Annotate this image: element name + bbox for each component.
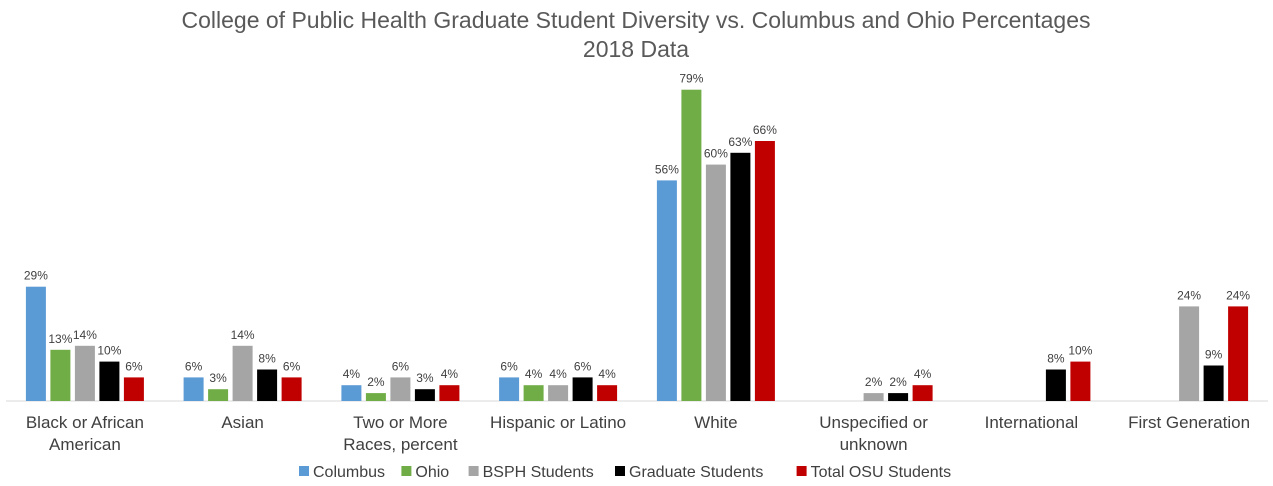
bars-group xyxy=(25,89,1249,401)
legend-item-ohio: Ohio xyxy=(401,464,449,481)
category-label: First Generation xyxy=(1128,413,1250,432)
bar-columbus xyxy=(183,377,204,401)
chart-subtitle: 2018 Data xyxy=(583,36,689,62)
category-label: White xyxy=(694,413,737,432)
bar-columbus xyxy=(499,377,520,401)
legend-item-bsph-students: BSPH Students xyxy=(468,464,594,481)
bar-total-osu-students xyxy=(754,141,775,401)
bar-ohio xyxy=(365,393,386,401)
data-label: 10% xyxy=(1068,344,1092,358)
legend-label: Ohio xyxy=(415,464,449,481)
bar-graduate-students xyxy=(730,152,751,401)
legend-item-total-osu-students: Total OSU Students xyxy=(796,464,952,481)
data-label: 10% xyxy=(97,344,121,358)
data-label: 6% xyxy=(125,359,143,373)
data-label: 63% xyxy=(728,135,752,149)
data-label: 24% xyxy=(1226,288,1250,302)
data-labels-group: 29%13% 14%10%6% 6%3%14%8%6%4%2%6%3% 4%6%4% 4… xyxy=(24,72,1251,389)
bar-total-osu-students xyxy=(597,385,618,401)
bar-graduate-students xyxy=(888,393,909,401)
data-label: 4% xyxy=(343,367,361,381)
data-label: 3% xyxy=(209,371,227,385)
data-label: 4% xyxy=(525,367,543,381)
bar-columbus xyxy=(656,180,677,401)
bar-ohio xyxy=(523,385,544,401)
bar-total-osu-students xyxy=(1228,306,1249,401)
legend-label: BSPH Students xyxy=(483,464,594,481)
legend: Columbus Ohio BSPH Students Graduate Studen… xyxy=(299,464,951,481)
legend-swatch xyxy=(615,466,625,476)
bar-columbus xyxy=(25,286,46,401)
bar-bsph-students xyxy=(232,345,253,401)
chart-title: College of Public Health Graduate Studen… xyxy=(182,7,1091,33)
bar-graduate-students xyxy=(99,361,120,401)
bar-total-osu-students xyxy=(281,377,302,401)
legend-item-columbus: Columbus xyxy=(299,464,385,481)
bar-ohio xyxy=(50,349,71,401)
data-label: 14% xyxy=(231,328,255,342)
bar-bsph-students xyxy=(548,385,569,401)
data-label: 2% xyxy=(367,375,385,389)
data-label: 6% xyxy=(283,359,301,373)
bar-total-osu-students xyxy=(1070,361,1091,401)
data-label: 6% xyxy=(392,359,410,373)
legend-swatch xyxy=(468,466,479,476)
data-label: 6% xyxy=(574,359,592,373)
legend-label: Columbus xyxy=(313,464,385,481)
category-label: Two or More Races, percent xyxy=(343,413,458,454)
category-label: Unspecified or unknown xyxy=(819,413,928,454)
data-label: 29% xyxy=(24,269,48,283)
data-label: 4% xyxy=(441,367,459,381)
data-label: 2% xyxy=(889,375,907,389)
legend-swatch xyxy=(401,466,412,476)
data-label: 60% xyxy=(704,147,728,161)
bar-total-osu-students xyxy=(912,385,933,401)
data-label: 56% xyxy=(655,162,679,176)
category-labels-group: Black or African American Asian Two or More… xyxy=(26,413,1250,454)
category-label: Hispanic or Latino xyxy=(490,413,626,432)
data-label: 6% xyxy=(500,359,518,373)
bar-bsph-students xyxy=(390,377,411,401)
legend-swatch xyxy=(796,466,807,476)
data-label: 2% xyxy=(865,375,883,389)
data-label: 4% xyxy=(914,367,932,381)
category-label: Asian xyxy=(221,413,264,432)
bar-graduate-students xyxy=(1045,369,1066,401)
bar-graduate-students xyxy=(414,389,435,401)
bar-graduate-students xyxy=(257,369,278,401)
data-label: 9% xyxy=(1205,348,1223,362)
bar-bsph-students xyxy=(705,164,726,401)
data-label: 4% xyxy=(549,367,567,381)
bar-ohio xyxy=(681,89,702,401)
bar-total-osu-students xyxy=(439,385,460,401)
data-label: 66% xyxy=(753,123,777,137)
data-label: 6% xyxy=(185,359,203,373)
category-label: Black or African American xyxy=(26,413,144,454)
legend-item-graduate-students: Graduate Students xyxy=(615,464,763,481)
category-label: International xyxy=(985,413,1079,432)
bar-total-osu-students xyxy=(123,377,144,401)
bar-graduate-students xyxy=(572,377,593,401)
bar-graduate-students xyxy=(1203,365,1224,401)
bar-bsph-students xyxy=(1179,306,1200,401)
bar-columbus xyxy=(341,385,362,401)
legend-swatch xyxy=(299,466,309,476)
data-label: 14% xyxy=(73,328,97,342)
bar-bsph-students xyxy=(863,393,884,401)
data-label: 13% xyxy=(48,332,72,346)
data-label: 4% xyxy=(598,367,616,381)
data-label: 3% xyxy=(416,371,434,385)
data-label: 8% xyxy=(1047,352,1065,366)
data-label: 79% xyxy=(679,72,703,86)
legend-label: Total OSU Students xyxy=(811,464,952,481)
data-label: 24% xyxy=(1177,288,1201,302)
legend-label: Graduate Students xyxy=(629,464,763,481)
bar-bsph-students xyxy=(74,345,95,401)
bar-ohio xyxy=(208,389,229,401)
data-label: 8% xyxy=(258,352,276,366)
